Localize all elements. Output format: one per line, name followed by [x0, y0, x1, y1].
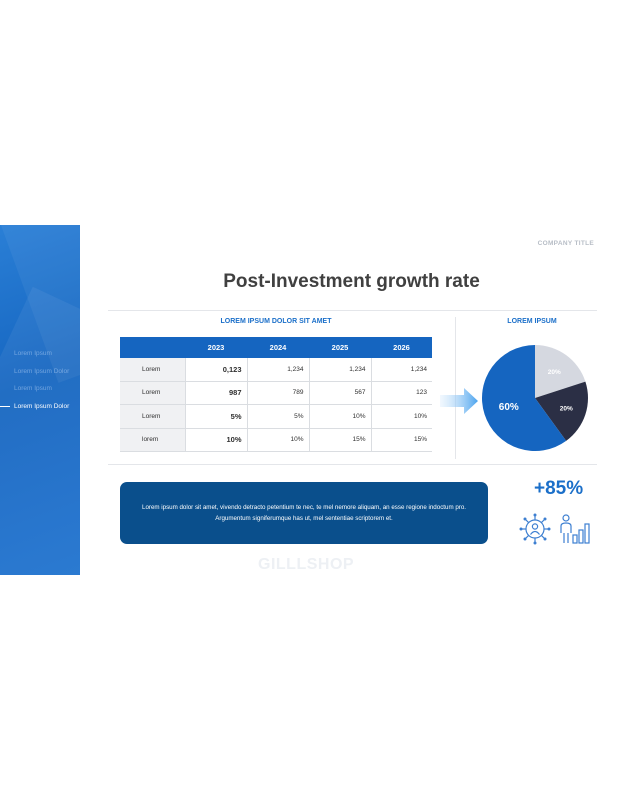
sidebar-nav: Lorem Ipsum Lorem Ipsum Dolor Lorem Ipsu…	[0, 345, 80, 415]
sidebar-item-2[interactable]: Lorem Ipsum Dolor	[0, 363, 80, 381]
watermark: GILLLSHOP	[258, 556, 355, 573]
stat-value: +85%	[534, 478, 584, 499]
table-cell: 10%	[308, 404, 371, 429]
pie-slice-label: 20%	[548, 369, 561, 376]
top-divider	[108, 310, 597, 311]
callout-text: Lorem ipsum dolor sit amet, vivendo detr…	[142, 504, 466, 522]
header-cell: 2024	[247, 337, 309, 358]
table-row: Lorem 0,123 1,234 1,234 1,234	[120, 358, 432, 382]
sidebar-item-3[interactable]: Lorem Ipsum	[0, 380, 80, 398]
slide: Lorem Ipsum Lorem Ipsum Dolor Lorem Ipsu…	[0, 225, 623, 575]
table-cell: 10%	[370, 404, 432, 429]
pie-chart: 20% 20% 60%	[482, 345, 588, 451]
pie-slice	[535, 345, 586, 398]
table-cell: 1,234	[246, 358, 309, 382]
sidebar-item-1[interactable]: Lorem Ipsum	[0, 345, 80, 363]
table-cell: 123	[370, 381, 432, 405]
row-label: Lorem	[120, 404, 185, 429]
header-cell: 2023	[185, 337, 247, 358]
active-indicator	[0, 406, 10, 407]
table-cell: 0,123	[184, 358, 247, 382]
sidebar-item-label: Lorem Ipsum	[14, 385, 52, 392]
data-table: 2023 2024 2025 2026 Lorem 0,123 1,234 1,…	[120, 337, 432, 452]
page-title: Post-Investment growth rate	[223, 271, 480, 292]
arrow-right-icon	[440, 388, 478, 414]
table-cell: 10%	[246, 428, 309, 452]
table-cell: 15%	[370, 428, 432, 452]
sidebar-item-label: Lorem Ipsum Dolor	[14, 402, 70, 410]
bottom-divider	[108, 464, 597, 465]
table-cell: 987	[184, 381, 247, 405]
pie-slice	[535, 381, 588, 441]
table-cell: 10%	[184, 428, 247, 452]
table-cell: 15%	[308, 428, 371, 452]
table-cell: 1,234	[370, 358, 432, 382]
table-header-row: 2023 2024 2025 2026	[120, 337, 432, 358]
table-cell: 567	[308, 381, 371, 405]
row-label: Lorem	[120, 358, 185, 382]
table-cell: 1,234	[308, 358, 371, 382]
user-network-icon	[519, 513, 551, 545]
vertical-divider	[455, 317, 456, 459]
table-cell: 5%	[246, 404, 309, 429]
pie-section-title: LOREM IPSUM	[507, 318, 557, 325]
table-row: Lorem 987 789 567 123	[120, 381, 432, 405]
sidebar-item-label: Lorem Ipsum	[14, 350, 52, 357]
sidebar-item-4-active[interactable]: Lorem Ipsum Dolor	[0, 398, 80, 416]
pie-slice	[482, 345, 567, 451]
pie-slice-label: 60%	[499, 402, 519, 413]
row-label: Lorem	[120, 381, 185, 405]
table-cell: 789	[246, 381, 309, 405]
company-title: COMPANY TITLE	[537, 240, 594, 247]
header-cell: 2026	[371, 337, 432, 358]
table-row: lorem 10% 10% 15% 15%	[120, 428, 432, 452]
table-row: Lorem 5% 5% 10% 10%	[120, 404, 432, 429]
callout-box: Lorem ipsum dolor sit amet, vivendo detr…	[120, 482, 488, 544]
table-section-title: LOREM IPSUM DOLOR SIT AMET	[220, 318, 332, 325]
sidebar: Lorem Ipsum Lorem Ipsum Dolor Lorem Ipsu…	[0, 225, 80, 575]
header-cell	[120, 337, 185, 358]
sidebar-item-label: Lorem Ipsum Dolor	[14, 367, 70, 375]
table-cell: 5%	[184, 404, 247, 429]
row-label: lorem	[120, 428, 185, 452]
header-cell: 2025	[309, 337, 371, 358]
pie-slice-label: 20%	[560, 406, 573, 413]
person-growth-chart-icon	[560, 514, 590, 544]
